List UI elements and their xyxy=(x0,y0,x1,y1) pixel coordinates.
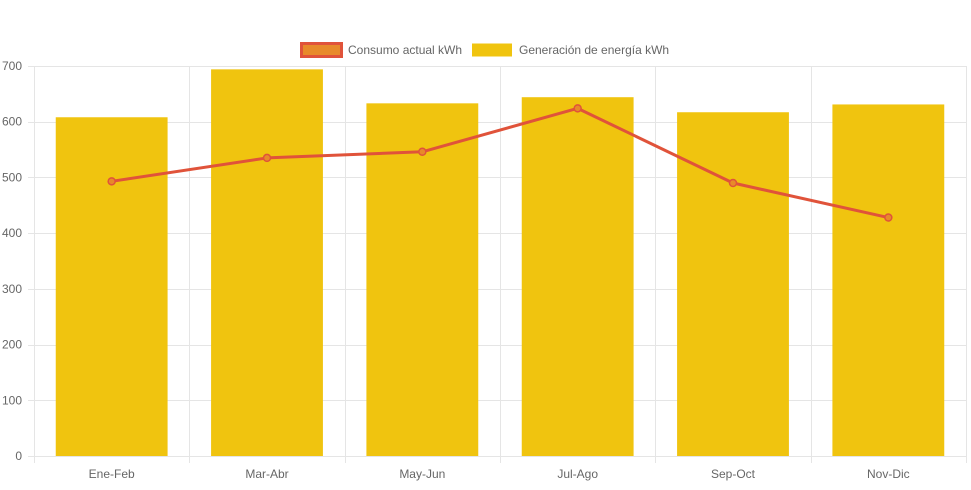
bar[interactable] xyxy=(832,104,945,456)
x-tick-label: Mar-Abr xyxy=(245,467,288,481)
y-tick-label: 0 xyxy=(15,449,22,463)
legend-label-consumo[interactable]: Consumo actual kWh xyxy=(348,43,462,57)
x-tick-label: Sep-Oct xyxy=(711,467,756,481)
axes: 0 100 200 300 400 500 600 700 Ene-Feb Mar-Abr May-… xyxy=(2,59,910,481)
line-point[interactable] xyxy=(884,213,893,222)
bar[interactable] xyxy=(366,103,479,456)
legend-label-generacion[interactable]: Generación de energía kWh xyxy=(519,43,669,57)
bar[interactable] xyxy=(211,69,323,456)
line-point[interactable] xyxy=(573,104,582,113)
x-tick-label: Jul-Ago xyxy=(557,467,598,481)
bar[interactable] xyxy=(55,117,168,456)
y-tick-label: 500 xyxy=(2,170,22,184)
x-tick-label: May-Jun xyxy=(399,467,445,481)
line-point[interactable] xyxy=(107,177,116,186)
y-tick-label: 700 xyxy=(2,59,22,73)
bar-series xyxy=(55,69,945,456)
y-tick-label: 100 xyxy=(2,393,22,407)
y-tick-label: 200 xyxy=(2,338,22,352)
legend: Consumo actual kWh Generación de energía … xyxy=(300,42,669,58)
y-tick-label: 400 xyxy=(2,226,22,240)
y-tick-label: 600 xyxy=(2,115,22,129)
bar[interactable] xyxy=(677,112,789,456)
bar[interactable] xyxy=(521,97,634,456)
y-tick-label: 300 xyxy=(2,282,22,296)
line-path xyxy=(111,106,889,220)
legend-swatch-bar[interactable] xyxy=(472,43,512,57)
line-point[interactable] xyxy=(262,153,272,163)
grid xyxy=(28,66,967,463)
line-point[interactable] xyxy=(418,147,427,157)
x-tick-label: Ene-Feb xyxy=(89,467,135,481)
line-series xyxy=(107,104,893,222)
x-tick-label: Nov-Dic xyxy=(867,467,910,481)
legend-swatch-line[interactable] xyxy=(300,42,343,58)
line-point[interactable] xyxy=(728,178,738,188)
